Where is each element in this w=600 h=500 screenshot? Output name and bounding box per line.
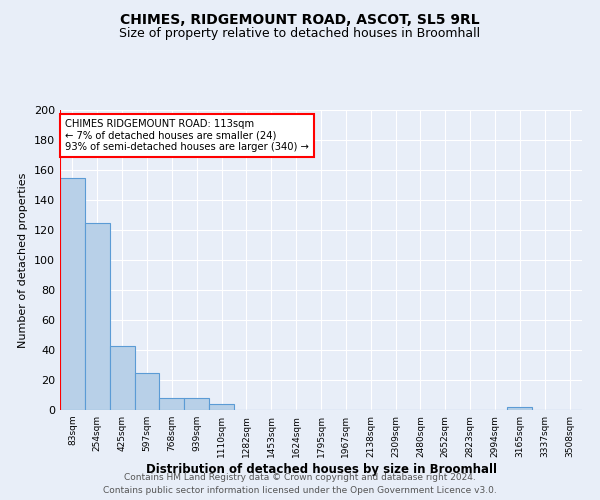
Text: Contains HM Land Registry data © Crown copyright and database right 2024.: Contains HM Land Registry data © Crown c… [124,472,476,482]
Bar [160,398,184,410]
Bar [134,372,160,410]
Text: Size of property relative to detached houses in Broomhall: Size of property relative to detached ho… [119,28,481,40]
Bar [85,222,110,410]
Bar [110,346,134,410]
Bar [508,407,532,410]
Bar [184,398,209,410]
Text: Contains public sector information licensed under the Open Government Licence v3: Contains public sector information licen… [103,486,497,495]
Bar [60,178,85,410]
Text: CHIMES, RIDGEMOUNT ROAD, ASCOT, SL5 9RL: CHIMES, RIDGEMOUNT ROAD, ASCOT, SL5 9RL [120,12,480,26]
X-axis label: Distribution of detached houses by size in Broomhall: Distribution of detached houses by size … [146,462,497,475]
Y-axis label: Number of detached properties: Number of detached properties [19,172,28,348]
Text: CHIMES RIDGEMOUNT ROAD: 113sqm
← 7% of detached houses are smaller (24)
93% of s: CHIMES RIDGEMOUNT ROAD: 113sqm ← 7% of d… [65,119,309,152]
Bar [209,404,234,410]
